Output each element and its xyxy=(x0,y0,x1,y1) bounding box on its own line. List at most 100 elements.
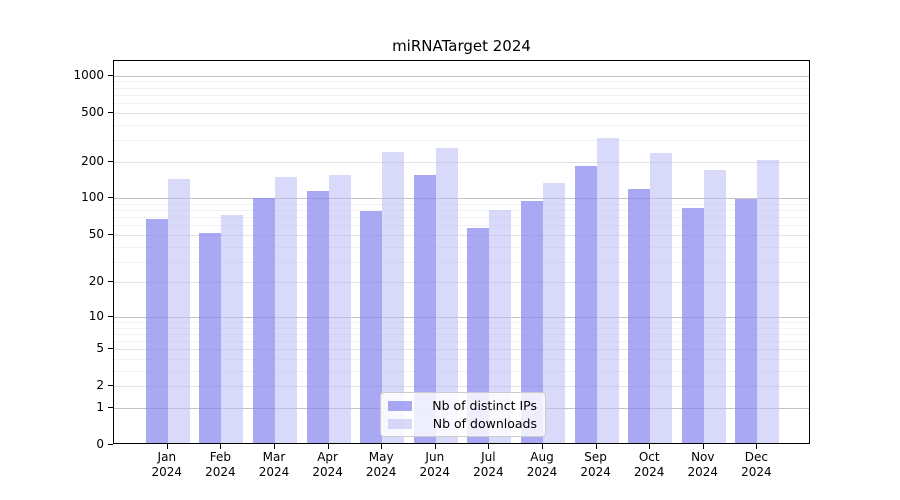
y-tick-mark xyxy=(108,160,113,162)
chart-title: miRNATarget 2024 xyxy=(392,37,531,55)
bar-downloads xyxy=(596,138,619,443)
y-axis-tick-label: 200 xyxy=(81,153,104,168)
bar-distinct-ips xyxy=(574,165,597,443)
bar-downloads xyxy=(328,174,351,443)
gridline xyxy=(114,161,809,163)
bar-downloads xyxy=(543,182,565,443)
y-axis-tick-label: 20 xyxy=(88,274,104,289)
y-axis-tick-label: 1 xyxy=(96,400,104,414)
gridline xyxy=(114,81,809,83)
bar-distinct-ips xyxy=(521,200,543,443)
bar-downloads xyxy=(757,159,780,443)
x-axis-tick-label: Aug 2024 xyxy=(526,450,558,479)
x-tick-mark xyxy=(381,444,383,449)
y-tick-mark xyxy=(108,281,113,283)
gridline xyxy=(114,327,809,329)
y-axis-tick-label: 0 xyxy=(96,437,104,451)
gridline xyxy=(114,87,809,89)
gridline xyxy=(114,341,809,342)
gridline xyxy=(114,140,809,141)
legend-item: Nb of distinct IPs xyxy=(388,398,537,413)
legend-item: Nb of downloads xyxy=(388,415,537,431)
bar-distinct-ips xyxy=(735,198,758,443)
y-tick-mark xyxy=(108,74,113,76)
y-axis-tick-label: 100 xyxy=(81,190,104,205)
bar-distinct-ips xyxy=(413,174,436,443)
bar-distinct-ips xyxy=(199,232,222,443)
bar-downloads xyxy=(221,215,244,443)
bar-downloads xyxy=(489,210,512,443)
bar-downloads xyxy=(435,147,458,443)
gridline xyxy=(114,386,809,388)
gridline xyxy=(114,124,809,126)
legend-label: Nb of downloads xyxy=(432,415,537,431)
bar-distinct-ips xyxy=(145,219,168,443)
gridline xyxy=(114,359,809,360)
x-axis-tick-label: Nov 2024 xyxy=(687,450,719,479)
bar-distinct-ips xyxy=(628,189,651,443)
gridline xyxy=(114,198,809,200)
x-axis-tick-label: Dec 2024 xyxy=(741,450,772,479)
legend-swatch-downloads xyxy=(388,418,412,429)
bar-distinct-ips xyxy=(253,198,275,443)
x-axis-tick-label: Apr 2024 xyxy=(312,450,343,479)
gridline xyxy=(114,204,809,205)
y-axis-tick-label: 5 xyxy=(96,341,104,356)
x-axis-tick-label: Jun 2024 xyxy=(419,450,451,479)
gridline xyxy=(114,210,809,212)
gridline xyxy=(114,75,809,77)
x-axis-tick-label: Jul 2024 xyxy=(473,450,504,479)
bar-downloads xyxy=(382,152,405,443)
y-axis-tick-label: 2 xyxy=(96,378,104,393)
bar-downloads xyxy=(703,169,726,443)
gridline xyxy=(114,225,809,227)
bar-distinct-ips xyxy=(681,208,704,443)
gridline xyxy=(114,234,809,236)
x-tick-mark xyxy=(595,444,597,449)
y-tick-mark xyxy=(108,348,113,350)
y-axis-tick-label: 10 xyxy=(88,308,104,323)
y-axis-tick-label: 50 xyxy=(88,226,104,241)
y-axis-tick-label: 1000 xyxy=(73,67,104,82)
bar-downloads xyxy=(275,176,297,443)
y-tick-mark xyxy=(108,407,113,408)
x-axis-tick-label: Jan 2024 xyxy=(151,450,183,479)
x-tick-mark xyxy=(649,444,651,449)
bar-downloads xyxy=(650,153,673,443)
x-tick-mark xyxy=(220,444,222,449)
legend-swatch-distinct-ips xyxy=(388,400,412,411)
x-axis-tick-label: Mar 2024 xyxy=(258,450,290,479)
bar-distinct-ips xyxy=(306,191,329,443)
x-axis-tick-label: Oct 2024 xyxy=(633,450,665,479)
gridline xyxy=(114,94,809,96)
y-tick-mark xyxy=(108,444,113,445)
x-tick-mark xyxy=(274,444,275,449)
gridline xyxy=(114,349,809,351)
gridline xyxy=(114,246,809,248)
gridline xyxy=(114,322,809,323)
x-axis-tick-label: Sep 2024 xyxy=(580,450,611,479)
x-tick-mark xyxy=(166,444,168,449)
x-tick-mark xyxy=(434,444,436,449)
x-tick-mark xyxy=(702,444,704,449)
gridline xyxy=(114,217,809,219)
gridline xyxy=(114,282,809,284)
plot-area: Nb of distinct IPs Nb of downloads xyxy=(113,60,810,444)
x-axis-tick-label: May 2024 xyxy=(365,450,397,479)
y-axis-tick-label: 500 xyxy=(81,104,104,119)
bar-downloads xyxy=(167,178,190,443)
gridline xyxy=(114,112,809,114)
x-tick-mark xyxy=(756,444,758,449)
y-tick-mark xyxy=(108,233,113,235)
x-tick-mark xyxy=(327,444,329,449)
gridline xyxy=(114,370,809,372)
y-tick-mark xyxy=(108,111,113,113)
bar-distinct-ips xyxy=(467,227,490,443)
bar-distinct-ips xyxy=(360,210,383,443)
y-tick-mark xyxy=(108,315,113,317)
legend: Nb of distinct IPs Nb of downloads xyxy=(380,392,546,437)
x-axis-tick-label: Feb 2024 xyxy=(205,450,236,479)
y-tick-mark xyxy=(108,385,113,387)
x-tick-mark xyxy=(542,444,543,449)
